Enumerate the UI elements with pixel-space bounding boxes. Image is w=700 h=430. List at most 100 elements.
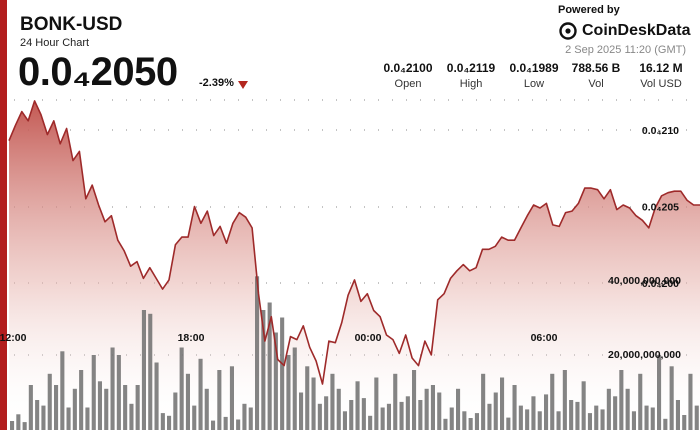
brand-name: CoinDeskData — [582, 22, 691, 39]
volume-bar — [544, 394, 549, 430]
volume-bar — [412, 370, 417, 430]
volume-bar — [135, 385, 140, 430]
volume-bar — [292, 347, 297, 430]
volume-bar — [185, 373, 190, 430]
volume-bar — [261, 310, 266, 430]
volume-bar — [148, 313, 153, 430]
volume-bar — [349, 400, 354, 430]
coindesk-logo[interactable]: CoinDeskData — [558, 21, 690, 41]
volume-bar — [468, 418, 473, 430]
volume-bar — [613, 396, 618, 430]
price-line — [8, 100, 700, 385]
volume-bar — [28, 385, 33, 430]
volume-bar — [644, 405, 649, 430]
volume-bar — [405, 396, 410, 430]
volume-bar — [424, 388, 429, 430]
volume-bars — [10, 276, 699, 430]
stat-vol: 788.56 B Vol — [561, 61, 631, 90]
volume-bar — [79, 370, 84, 430]
volume-bar — [299, 392, 304, 430]
volume-bar — [594, 405, 599, 430]
pair-title: BONK-USD — [20, 14, 123, 35]
stat-open-label: Open — [394, 78, 422, 90]
volume-bar — [154, 362, 159, 430]
volume-bar — [305, 366, 310, 430]
stat-vol-value: 788.56 B — [571, 61, 621, 75]
volume-bar — [129, 403, 134, 430]
volume-tick-label: 40,000,000,000 — [608, 275, 681, 287]
volume-bar — [54, 385, 59, 430]
volume-bar — [211, 420, 216, 430]
volume-bar — [16, 414, 21, 430]
volume-bar — [267, 302, 272, 430]
volume-bar — [72, 388, 77, 430]
volume-bar — [355, 381, 360, 430]
volume-bar — [506, 417, 511, 430]
volume-bar — [324, 396, 329, 430]
volume-bar — [110, 347, 115, 430]
volume-bar — [386, 403, 391, 430]
volume-bar — [311, 377, 316, 430]
volume-bar — [236, 419, 241, 430]
volume-bar — [342, 411, 347, 430]
volume-bar — [242, 403, 247, 430]
price-change: -2.39% — [199, 77, 234, 89]
price-line-path — [8, 100, 700, 385]
volume-bar — [569, 400, 574, 430]
volume-bar — [66, 407, 71, 430]
volume-bar — [587, 413, 592, 430]
stat-vol-usd-label: Vol USD — [640, 78, 682, 90]
volume-bar — [562, 370, 567, 430]
volume-bar — [531, 396, 536, 430]
volume-bar — [625, 388, 630, 430]
volume-bar — [418, 400, 423, 430]
stat-high-value: 0.0₄2119 — [446, 61, 496, 75]
chart-subtitle: 24 Hour Chart — [20, 37, 90, 49]
volume-bar — [179, 347, 184, 430]
volume-bar — [537, 411, 542, 430]
stat-open: 0.0₄2100 Open — [373, 61, 443, 90]
volume-bar — [456, 388, 461, 430]
volume-bar — [123, 385, 128, 430]
volume-bar — [229, 366, 234, 430]
volume-bar — [688, 373, 693, 430]
volume-bar — [223, 416, 228, 430]
volume-tick-label: 20,000,000,000 — [608, 349, 681, 361]
volume-bar — [474, 413, 479, 430]
volume-bar — [317, 403, 322, 430]
x-axis-labels: 12:00 18:00 00:00 06:00 — [0, 332, 558, 344]
volume-bar — [192, 405, 197, 430]
volume-bar — [393, 373, 398, 430]
volume-bar — [399, 401, 404, 430]
volume-bar — [116, 355, 121, 430]
volume-bar — [675, 400, 680, 430]
volume-bar — [487, 403, 492, 430]
volume-bar — [493, 392, 498, 430]
volume-bar — [443, 418, 448, 430]
volume-bar — [663, 418, 668, 430]
volume-bar — [575, 401, 580, 430]
down-arrow-icon — [238, 81, 248, 89]
volume-bar — [85, 407, 90, 430]
volume-bar — [380, 407, 385, 430]
volume-bar — [204, 388, 209, 430]
volume-bar — [694, 405, 699, 430]
volume-bar — [22, 422, 27, 430]
volume-bar — [619, 370, 624, 430]
coindesk-logo-icon — [559, 22, 577, 40]
volume-bar — [550, 373, 555, 430]
volume-bar — [374, 377, 379, 430]
volume-bar — [10, 421, 15, 430]
timestamp: 2 Sep 2025 11:20 (GMT) — [565, 44, 686, 56]
price-tick-label: 0.0₄205 — [642, 202, 679, 214]
stat-high: 0.0₄2119 High — [436, 61, 506, 90]
current-price: 0.0₄2050 — [18, 50, 178, 94]
accent-sidebar — [0, 0, 7, 430]
x-tick-label: 06:00 — [531, 332, 558, 344]
volume-bar — [286, 355, 291, 430]
volume-bar — [97, 381, 102, 430]
stat-vol-usd: 16.12 M Vol USD — [626, 61, 696, 90]
volume-bar — [217, 370, 222, 430]
